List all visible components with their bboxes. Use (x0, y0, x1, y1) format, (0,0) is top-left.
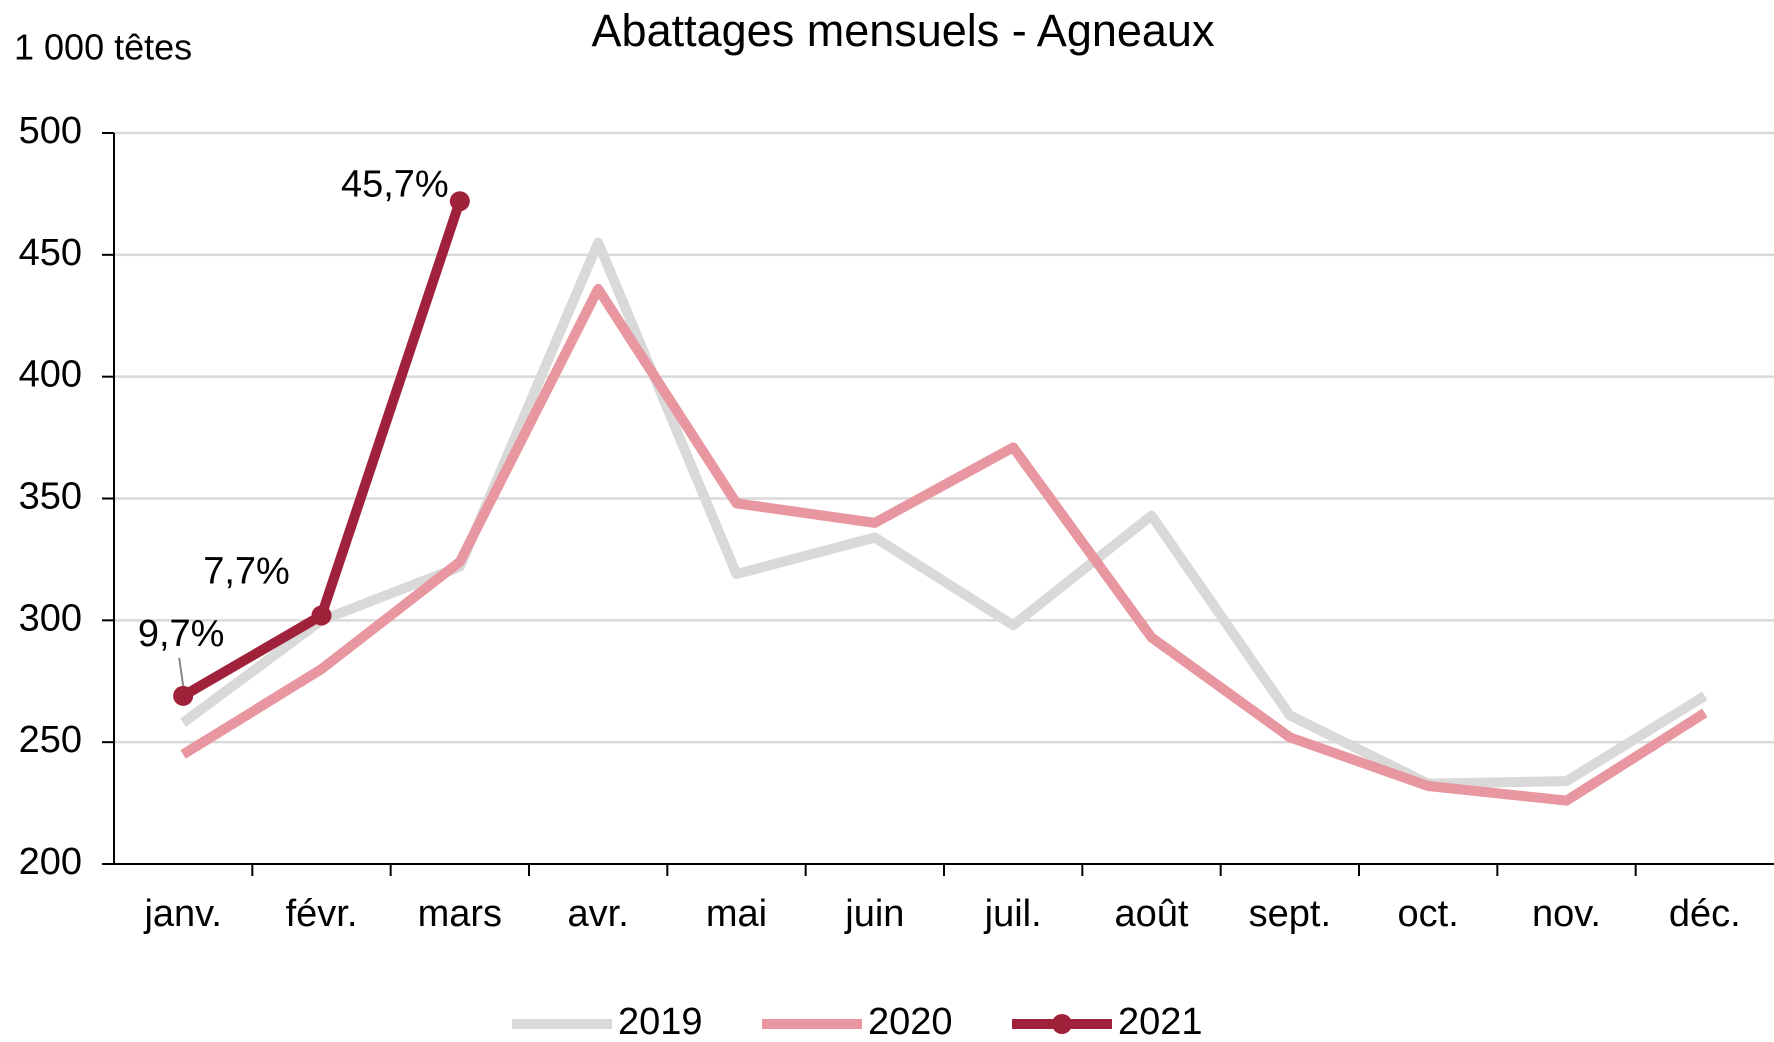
x-tick-label: juil. (984, 893, 1042, 935)
y-tick-label: 500 (19, 110, 82, 152)
annotation: 45,7% (341, 163, 449, 205)
series-line (180, 283, 1708, 806)
point (449, 191, 470, 212)
y-tick-label: 200 (19, 841, 82, 883)
x-tick-label: oct. (1398, 893, 1459, 935)
chart-title: Abattages mensuels - Agneaux (592, 5, 1215, 56)
annotation: 9,7% (138, 613, 225, 655)
annotation-leader (178, 657, 185, 687)
x-tick-label: nov. (1532, 893, 1601, 935)
legend-label: 2021 (1118, 1001, 1203, 1042)
x-tick-label: déc. (1669, 893, 1741, 935)
legend-label: 2020 (868, 1001, 953, 1042)
x-tick-label: janv. (143, 893, 221, 935)
x-tick-label: sept. (1249, 893, 1331, 935)
y-tick-label: 450 (19, 232, 82, 274)
series-line (180, 237, 1708, 789)
x-tick-label: juin (844, 893, 904, 935)
legend-marker (1052, 1014, 1072, 1034)
y-axis-label: 1 000 têtes (14, 27, 192, 68)
y-tick-label: 300 (19, 597, 82, 639)
legend-label: 2019 (618, 1001, 703, 1042)
y-tick-label: 350 (19, 476, 82, 518)
y-tick-label: 400 (19, 354, 82, 396)
x-tick-label: avr. (568, 893, 629, 935)
x-tick-label: août (1115, 893, 1189, 935)
annotation: 7,7% (203, 550, 290, 592)
x-tick-label: févr. (286, 893, 358, 935)
y-tick-label: 250 (19, 719, 82, 761)
x-tick-label: mai (706, 893, 767, 935)
point (173, 685, 194, 706)
point (311, 605, 332, 626)
x-tick-label: mars (418, 893, 502, 935)
